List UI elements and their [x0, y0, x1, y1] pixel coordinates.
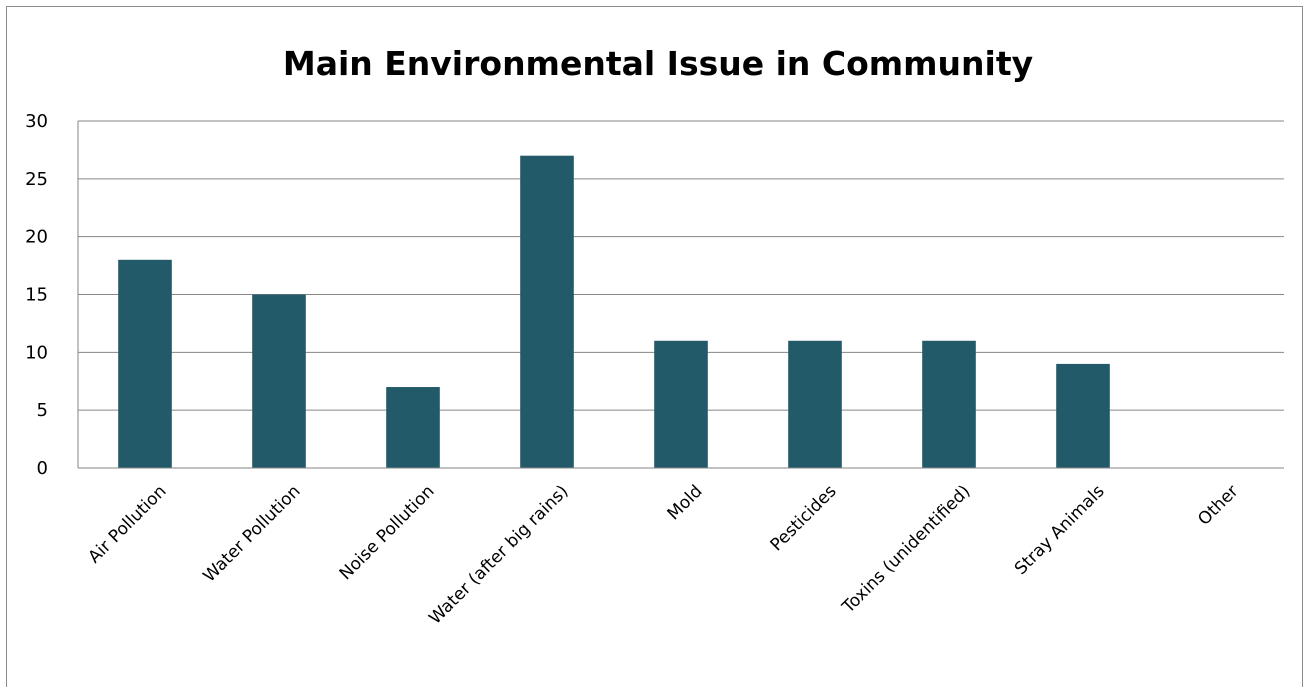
- x-category-label: Other: [1194, 481, 1242, 529]
- x-axis: [77, 121, 1284, 469]
- y-tick-label: 30: [25, 111, 48, 132]
- y-tick-label: 20: [25, 227, 48, 248]
- bar: [118, 259, 172, 468]
- y-tick-label: 25: [25, 169, 48, 190]
- y-tick-label: 15: [25, 285, 48, 306]
- bar: [788, 340, 842, 468]
- bars: [118, 155, 1110, 468]
- bar: [1056, 363, 1110, 468]
- bar: [922, 340, 976, 468]
- x-category-label: Mold: [664, 481, 707, 524]
- y-axis-ticks: 0 5 10 15 20 25 30: [25, 111, 48, 479]
- bar: [654, 340, 708, 468]
- x-axis-labels: Air Pollution Water Pollution Noise Pollut…: [85, 481, 1243, 628]
- bar: [252, 294, 306, 468]
- x-category-label: Air Pollution: [85, 481, 171, 567]
- x-category-label: Stray Animals: [1011, 481, 1109, 579]
- y-tick-label: 0: [37, 458, 48, 479]
- x-category-label: Water Pollution: [200, 481, 305, 586]
- x-category-label: Noise Pollution: [336, 481, 439, 584]
- y-tick-label: 10: [25, 342, 48, 363]
- x-category-label: Pesticides: [767, 481, 841, 555]
- bar: [520, 155, 574, 468]
- chart-title: Main Environmental Issue in Community: [283, 44, 1033, 83]
- x-category-label: Water (after big rains): [425, 481, 572, 628]
- y-tick-label: 5: [37, 400, 48, 421]
- bar: [386, 387, 440, 468]
- x-category-label: Toxins (unidentified): [838, 481, 975, 618]
